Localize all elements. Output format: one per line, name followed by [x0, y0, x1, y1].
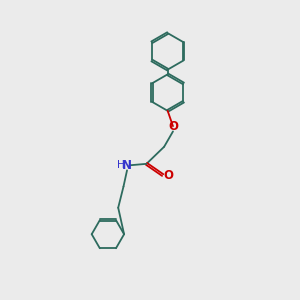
Text: O: O: [163, 169, 173, 182]
Text: N: N: [122, 159, 132, 172]
Text: O: O: [168, 120, 178, 133]
Text: H: H: [117, 160, 125, 170]
